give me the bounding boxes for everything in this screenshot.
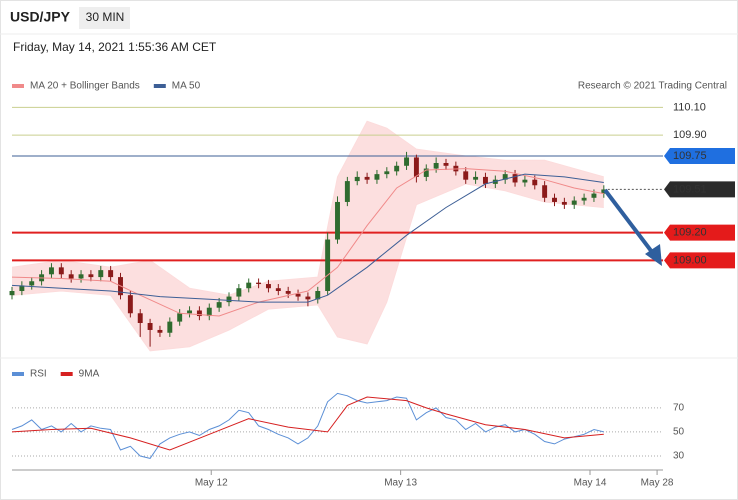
- legend-swatch: [12, 372, 24, 376]
- y-tick-label: 30: [673, 451, 685, 462]
- candle-body: [335, 201, 340, 240]
- candle-body: [157, 329, 163, 333]
- candle-body: [433, 163, 439, 169]
- bollinger-upper: [11, 120, 604, 296]
- legend-label: 9MA: [79, 369, 100, 380]
- forecast-arrowhead: [645, 244, 662, 266]
- candle-body: [98, 270, 104, 278]
- x-tick-label: May 12: [195, 478, 228, 489]
- candle-body: [364, 176, 370, 180]
- candle-body: [443, 163, 449, 166]
- ma-line: [11, 168, 604, 317]
- candle-body: [532, 179, 538, 186]
- candle-body: [246, 282, 252, 289]
- level-label: 110.10: [673, 101, 706, 113]
- candle-body: [482, 176, 488, 184]
- candle-body: [147, 323, 153, 330]
- candle-body: [325, 239, 331, 291]
- candle-body: [413, 157, 419, 177]
- candle-body: [196, 310, 202, 317]
- level-label: 109.00: [673, 254, 707, 266]
- legend-swatch: [60, 372, 73, 376]
- level-label: 109.90: [673, 129, 707, 141]
- candle-body: [216, 302, 222, 308]
- legend-label: MA 20 + Bollinger Bands: [30, 81, 140, 92]
- x-tick-label: May 13: [384, 478, 417, 489]
- level-label: 109.75: [673, 150, 707, 162]
- x-tick-label: May 14: [574, 478, 607, 489]
- level-badge: [664, 252, 735, 269]
- y-tick-label: 50: [673, 427, 685, 438]
- level-label: 109.51: [673, 183, 707, 195]
- candle-body: [78, 274, 84, 279]
- candle-body: [275, 288, 281, 291]
- candle-body: [384, 171, 390, 175]
- candle-body: [265, 284, 271, 289]
- rsi-line: [11, 396, 604, 451]
- candle-body: [236, 288, 242, 297]
- candle-body: [19, 285, 25, 291]
- candle-body: [542, 185, 548, 198]
- level-badge: [664, 181, 735, 198]
- candle-body: [256, 282, 262, 285]
- candle-body: [58, 267, 64, 275]
- candle-body: [404, 157, 410, 166]
- candle-body: [285, 291, 291, 294]
- candle-body: [552, 197, 557, 202]
- legend-label: MA 50: [172, 81, 201, 92]
- copyright: Research © 2021 Trading Central: [578, 81, 727, 92]
- legend-label: RSI: [30, 369, 47, 380]
- bollinger-fill: [12, 121, 604, 351]
- candle-body: [354, 176, 360, 182]
- level-label: 109.20: [673, 226, 707, 238]
- y-tick-label: 70: [673, 402, 685, 413]
- candle-body: [88, 274, 94, 278]
- candle-body: [512, 174, 518, 183]
- candle-body: [522, 179, 528, 183]
- candle-body: [571, 200, 577, 205]
- interval-badge: [79, 7, 130, 29]
- candle-body: [473, 176, 479, 180]
- candle-body: [374, 174, 380, 180]
- candle-body: [394, 165, 400, 172]
- candle-body: [127, 295, 133, 314]
- candle-body: [581, 197, 587, 201]
- candle-body: [177, 313, 183, 322]
- symbol: USD/JPY: [10, 9, 71, 25]
- candle-body: [226, 296, 232, 303]
- forecast-arrow: [603, 188, 657, 258]
- candle-body: [108, 270, 114, 278]
- timestamp: Friday, May 14, 2021 1:55:36 AM CET: [13, 40, 217, 54]
- candle-body: [68, 274, 74, 279]
- candle-body: [137, 313, 143, 323]
- candle-body: [48, 267, 54, 275]
- candle-body: [561, 201, 567, 205]
- x-tick-label: May 28: [641, 478, 674, 489]
- level-badge: [664, 148, 735, 165]
- candle-body: [187, 310, 193, 314]
- legend-swatch: [153, 84, 166, 88]
- candle-body: [315, 291, 321, 300]
- legend-swatch: [12, 84, 24, 88]
- candle-body: [295, 293, 301, 297]
- candle-body: [206, 307, 212, 317]
- candle-body: [463, 171, 469, 180]
- candle-body: [591, 193, 597, 198]
- candle-body: [502, 174, 508, 180]
- ma-line: [11, 173, 604, 303]
- rsi-line: [11, 392, 604, 459]
- candle-body: [9, 291, 15, 296]
- candle-body: [29, 281, 35, 286]
- interval: 30 MIN: [86, 10, 125, 24]
- candle-body: [423, 168, 429, 177]
- candle-body: [167, 321, 173, 333]
- level-badge: [664, 224, 735, 241]
- candle-body: [344, 181, 350, 202]
- candle-body: [305, 296, 311, 300]
